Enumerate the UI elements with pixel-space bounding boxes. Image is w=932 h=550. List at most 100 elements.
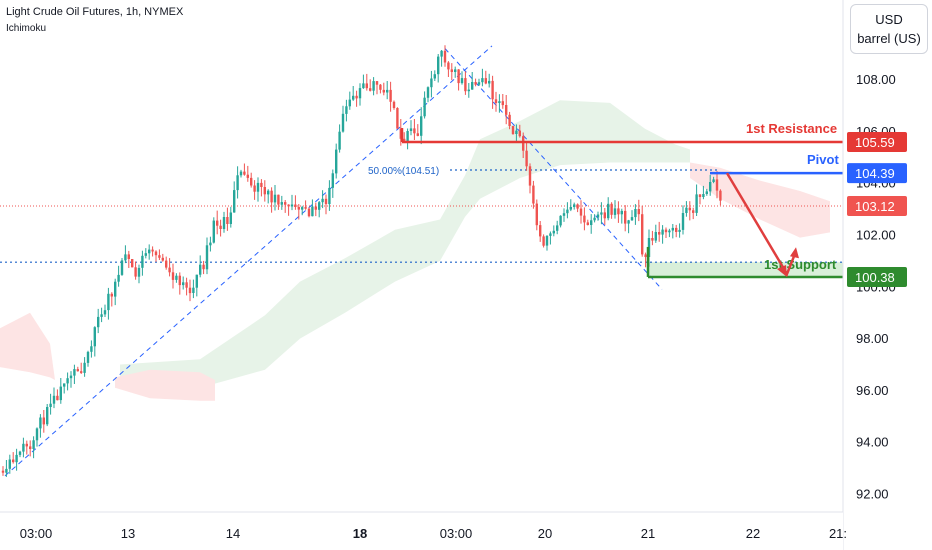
candle bbox=[148, 244, 150, 259]
candle-body bbox=[556, 225, 558, 230]
candle bbox=[570, 199, 572, 211]
candle-body bbox=[66, 378, 68, 383]
candle bbox=[141, 251, 143, 276]
candle bbox=[56, 389, 58, 400]
candle-body bbox=[464, 78, 466, 91]
candle-body bbox=[352, 96, 354, 100]
candle-body bbox=[481, 78, 483, 82]
candle bbox=[505, 95, 507, 124]
candle-body bbox=[692, 210, 694, 213]
candle bbox=[593, 214, 595, 222]
candle bbox=[583, 207, 585, 230]
currency-unit-button[interactable]: USD barrel (US) bbox=[850, 4, 928, 54]
candle bbox=[192, 280, 194, 299]
candle-body bbox=[318, 202, 320, 210]
candle bbox=[420, 107, 422, 144]
candle bbox=[216, 211, 218, 235]
y-tick-label: 102.00 bbox=[856, 228, 896, 243]
candle-body bbox=[362, 83, 364, 88]
resistance-label: 1st Resistance bbox=[746, 121, 837, 136]
candle-body bbox=[250, 178, 252, 186]
candle bbox=[162, 254, 164, 262]
candle bbox=[206, 238, 208, 275]
candle bbox=[440, 50, 442, 67]
candle bbox=[661, 225, 663, 244]
fib-label: 50.00%(104.51) bbox=[368, 166, 439, 177]
candle bbox=[202, 261, 204, 274]
candle-body bbox=[219, 226, 221, 229]
candle bbox=[267, 189, 269, 203]
candle-body bbox=[519, 131, 521, 137]
candle bbox=[512, 126, 514, 135]
candle-body bbox=[301, 207, 303, 210]
candle bbox=[485, 71, 487, 85]
pivot-badge-text: 104.39 bbox=[855, 166, 895, 181]
candle-body bbox=[148, 250, 150, 254]
candle-body bbox=[447, 63, 449, 70]
candle bbox=[342, 106, 344, 133]
candle bbox=[134, 262, 136, 280]
candle bbox=[393, 101, 395, 110]
candle-body bbox=[420, 116, 422, 136]
candle-body bbox=[573, 204, 575, 207]
candle bbox=[427, 86, 429, 102]
y-tick-label: 108.00 bbox=[856, 72, 896, 87]
candle bbox=[2, 466, 4, 476]
candle-body bbox=[678, 230, 680, 232]
candle bbox=[383, 83, 385, 96]
candle-body bbox=[593, 218, 595, 221]
candle bbox=[175, 273, 177, 283]
candle bbox=[634, 204, 636, 225]
candle-body bbox=[634, 209, 636, 217]
candle-body bbox=[712, 179, 714, 182]
candle bbox=[389, 82, 391, 112]
y-tick-label: 94.00 bbox=[856, 435, 889, 450]
candle bbox=[49, 394, 51, 415]
indicator-label[interactable]: Ichimoku bbox=[6, 23, 46, 34]
candle bbox=[396, 107, 398, 129]
support-badge-text: 100.38 bbox=[855, 270, 895, 285]
candle-body bbox=[553, 231, 555, 234]
candle-body bbox=[658, 232, 660, 235]
y-tick-label: 92.00 bbox=[856, 487, 889, 502]
candle-body bbox=[206, 245, 208, 269]
candle bbox=[403, 132, 405, 141]
candle-body bbox=[36, 428, 38, 440]
candle bbox=[410, 120, 412, 135]
candle-body bbox=[695, 194, 697, 213]
candle bbox=[417, 124, 419, 136]
candle bbox=[702, 186, 704, 199]
candle-body bbox=[189, 288, 191, 293]
x-tick-label: 18 bbox=[353, 526, 367, 541]
candle bbox=[155, 250, 157, 262]
candle-body bbox=[247, 175, 249, 178]
candle-body bbox=[536, 204, 538, 226]
candle-body bbox=[209, 243, 211, 246]
candle-body bbox=[202, 265, 204, 270]
candle bbox=[253, 180, 255, 200]
candle-body bbox=[427, 87, 429, 98]
candle-body bbox=[264, 187, 266, 194]
candle bbox=[386, 81, 388, 99]
candle-body bbox=[461, 78, 463, 83]
candle bbox=[719, 189, 721, 205]
candle bbox=[345, 100, 347, 122]
candle bbox=[638, 200, 640, 221]
candle bbox=[308, 207, 310, 217]
candle bbox=[491, 76, 493, 109]
candle-body bbox=[172, 272, 174, 280]
candle-body bbox=[335, 150, 337, 174]
candle-body bbox=[610, 204, 612, 215]
candle bbox=[461, 71, 463, 84]
candle-body bbox=[559, 216, 561, 226]
candle bbox=[219, 220, 221, 237]
candle-body bbox=[321, 199, 323, 202]
candle bbox=[349, 92, 351, 110]
candle-body bbox=[267, 191, 269, 195]
candle bbox=[304, 200, 306, 209]
candle-body bbox=[253, 186, 255, 192]
candle-body bbox=[260, 183, 262, 187]
candle bbox=[468, 83, 470, 98]
candle-body bbox=[525, 151, 527, 167]
